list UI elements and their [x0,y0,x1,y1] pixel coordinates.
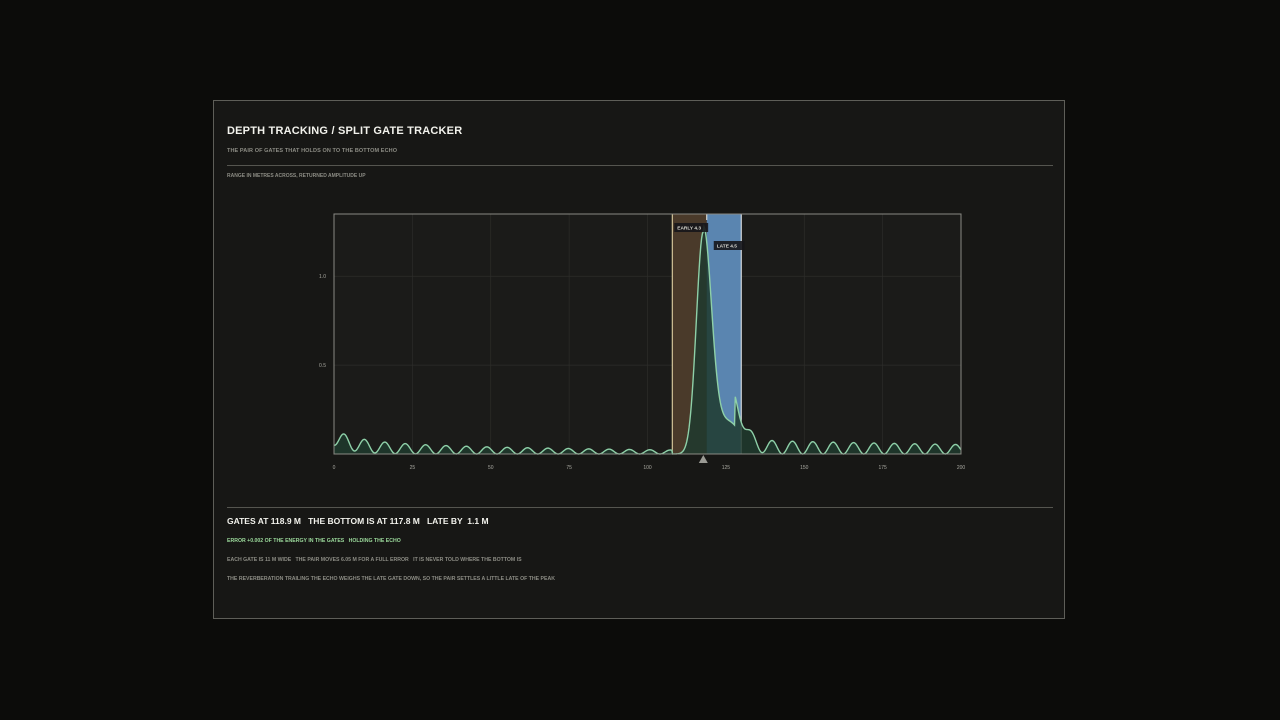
gate-labels: EARLY 4.3 LATE 4.5 [674,223,745,250]
gate-spec: EACH GATE IS 11 M WIDE THE PAIR MOVES 6.… [227,557,522,563]
late-gate-label: LATE 4.5 [717,243,738,249]
late-by-value: 1.1 M [467,516,489,526]
echo-line [333,223,962,455]
bottom-marker [698,455,708,463]
gates-position: GATES AT 118.9 M [227,516,302,526]
x-tick-label: 200 [957,465,966,471]
x-tick-label: 25 [410,465,416,471]
plot-border [333,213,962,455]
bottom-marker-triangle [698,455,708,463]
gate-readout: GATES AT 118.9 M THE BOTTOM IS AT 117.8 … [227,516,489,526]
x-tick-label: 0 [333,465,336,471]
axis-ticks: 0 25 50 75 100 125 150 175 200 0.5 1.0 [319,274,965,471]
tracking-status: ERROR +0.002 OF THE ENERGY IN THE GATES … [227,538,401,544]
tracker-panel: DEPTH TRACKING / SPLIT GATE TRACKER THE … [213,100,1065,619]
x-tick-label: 50 [488,465,494,471]
reverberation-note: THE REVERBERATION TRAILING THE ECHO WEIG… [227,576,555,582]
page-title: DEPTH TRACKING / SPLIT GATE TRACKER [227,125,463,137]
never-told-text: IT IS NEVER TOLD WHERE THE BOTTOM IS [413,557,522,563]
error-text: ERROR +0.002 OF THE ENERGY IN THE GATES [227,538,345,544]
early-gate-label: EARLY 4.3 [677,225,701,231]
early-gate-label-bg [674,223,709,232]
late-gate-label-bg [713,241,745,250]
late-by-label: LATE BY [426,516,463,526]
x-tick-label: 175 [878,465,887,471]
y-tick-label: 0.5 [319,363,326,369]
axis-caption: RANGE IN METRES ACROSS, RETURNED AMPLITU… [227,173,366,179]
readout-divider [227,507,1053,508]
gate-width-text: EACH GATE IS 11 M WIDE [227,557,292,563]
echo-chart: 0 25 50 75 100 125 150 175 200 0.5 1.0 EARLY 4.3 LA… [319,213,965,471]
x-tick-label: 125 [722,465,731,471]
echo-trace [333,223,962,455]
page-subtitle: THE PAIR OF GATES THAT HOLDS ON TO THE B… [227,148,398,154]
pair-moves-text: THE PAIR MOVES 6.05 M FOR A FULL ERROR [295,557,409,563]
plot-frame [333,213,962,455]
holding-status: HOLDING THE ECHO [348,538,401,544]
x-tick-label: 75 [566,465,572,471]
header-divider [227,165,1053,166]
bottom-position: THE BOTTOM IS AT 117.8 M [308,516,420,526]
x-tick-label: 100 [643,465,652,471]
x-tick-label: 150 [800,465,809,471]
y-tick-label: 1.0 [319,274,326,280]
chart-grid [334,214,961,454]
